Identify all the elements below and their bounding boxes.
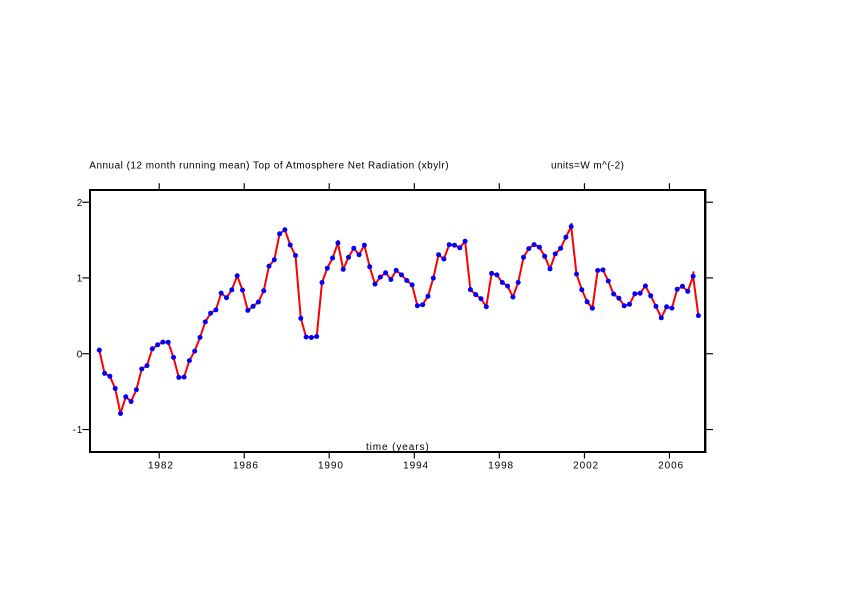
svg-text:2006: 2006 [658,461,684,472]
svg-text:1998: 1998 [488,461,514,472]
svg-text:1: 1 [77,274,83,285]
svg-text:-1: -1 [72,425,83,436]
svg-text:0: 0 [77,349,83,360]
svg-text:2: 2 [77,198,83,209]
svg-text:Annual (12 month running mean): Annual (12 month running mean) Top of At… [89,160,449,171]
svg-text:1990: 1990 [318,461,344,472]
svg-text:time (years): time (years) [366,442,430,453]
svg-text:units=W m^(-2): units=W m^(-2) [551,160,624,171]
svg-text:1986: 1986 [233,461,259,472]
svg-text:2002: 2002 [573,461,599,472]
svg-text:1982: 1982 [148,461,174,472]
svg-text:1994: 1994 [403,461,429,472]
